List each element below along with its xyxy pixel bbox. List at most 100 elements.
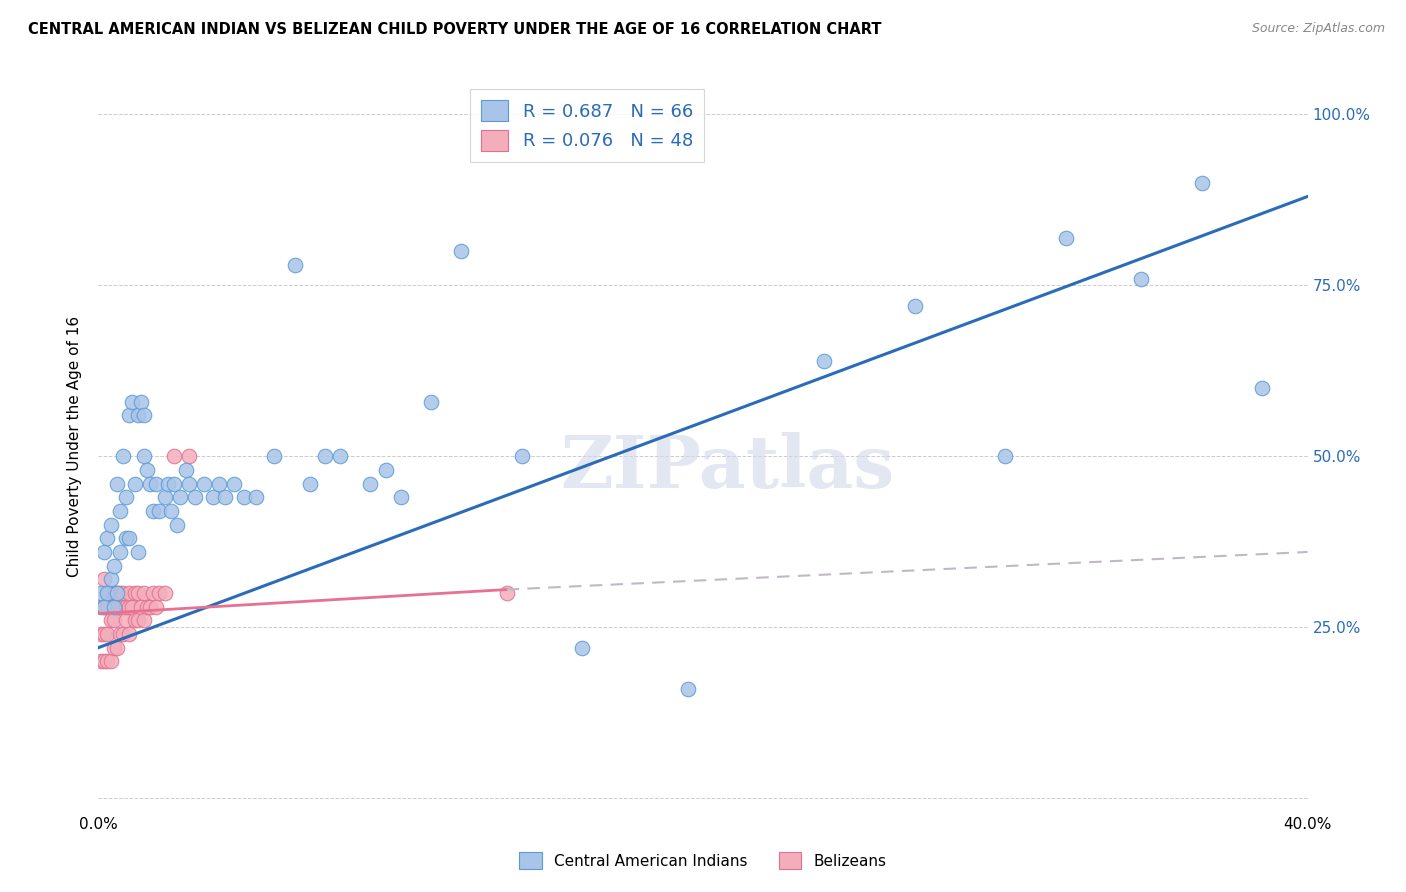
Point (108, 545, 131, 559)
Point (495, 586, 517, 600)
Point (103, 613, 125, 627)
Point (360, 476, 382, 491)
Point (96, 627, 118, 641)
Point (153, 586, 176, 600)
Point (90, 599, 112, 614)
Point (148, 504, 170, 518)
Point (103, 586, 125, 600)
Point (166, 517, 188, 532)
Point (108, 599, 131, 614)
Point (124, 586, 146, 600)
Point (139, 476, 162, 491)
Point (1251, 381, 1274, 395)
Point (135, 463, 157, 477)
Point (174, 463, 197, 477)
Point (100, 517, 122, 532)
Point (129, 394, 152, 409)
Point (208, 476, 231, 491)
Point (132, 449, 155, 463)
Legend: Central American Indians, Belizeans: Central American Indians, Belizeans (513, 846, 893, 875)
Point (571, 640, 593, 655)
Point (118, 531, 141, 545)
Point (232, 490, 254, 504)
Point (129, 599, 152, 614)
Point (904, 299, 927, 313)
Point (132, 586, 155, 600)
Point (676, 681, 699, 696)
Point (127, 545, 149, 559)
Point (127, 409, 149, 423)
Point (420, 394, 443, 409)
Y-axis label: Child Poverty Under the Age of 16: Child Poverty Under the Age of 16 (67, 316, 83, 576)
Point (100, 613, 122, 627)
Point (105, 476, 128, 491)
Point (163, 449, 186, 463)
Point (510, 449, 533, 463)
Point (121, 599, 143, 614)
Point (114, 490, 136, 504)
Point (160, 504, 183, 518)
Point (114, 599, 136, 614)
Point (100, 654, 122, 668)
Point (132, 613, 155, 627)
Point (224, 476, 246, 491)
Point (145, 476, 167, 491)
Point (169, 490, 191, 504)
Point (103, 558, 125, 573)
Text: Source: ZipAtlas.com: Source: ZipAtlas.com (1251, 22, 1385, 36)
Point (142, 586, 165, 600)
Point (179, 449, 201, 463)
Point (145, 599, 167, 614)
Point (329, 449, 352, 463)
Point (105, 599, 128, 614)
Point (108, 504, 131, 518)
Point (1054, 230, 1077, 244)
Point (1191, 176, 1213, 190)
Text: ZIPatlas: ZIPatlas (560, 433, 894, 503)
Point (156, 476, 179, 491)
Point (93, 654, 115, 668)
Point (214, 490, 236, 504)
Point (96, 654, 118, 668)
Point (299, 476, 322, 491)
Point (193, 476, 215, 491)
Point (314, 449, 336, 463)
Point (108, 627, 131, 641)
Point (450, 244, 472, 259)
Point (374, 463, 396, 477)
Point (96, 586, 118, 600)
Text: CENTRAL AMERICAN INDIAN VS BELIZEAN CHILD POVERTY UNDER THE AGE OF 16 CORRELATIO: CENTRAL AMERICAN INDIAN VS BELIZEAN CHIL… (28, 22, 882, 37)
Point (994, 449, 1017, 463)
Point (96, 531, 118, 545)
Point (93, 599, 115, 614)
Point (111, 627, 134, 641)
Point (139, 599, 162, 614)
Point (90, 627, 112, 641)
Point (142, 504, 165, 518)
Point (111, 599, 134, 614)
Point (202, 490, 225, 504)
Point (93, 627, 115, 641)
Point (148, 586, 170, 600)
Point (111, 449, 134, 463)
Point (90, 654, 112, 668)
Point (132, 409, 155, 423)
Point (96, 599, 118, 614)
Point (121, 394, 143, 409)
Point (184, 490, 207, 504)
Point (124, 476, 146, 491)
Point (118, 627, 141, 641)
Point (100, 572, 122, 586)
Point (118, 586, 141, 600)
Point (105, 586, 128, 600)
Point (127, 613, 149, 627)
Point (118, 409, 141, 423)
Point (284, 258, 307, 272)
Point (813, 353, 835, 368)
Point (118, 599, 141, 614)
Legend: R = 0.687   N = 66, R = 0.076   N = 48: R = 0.687 N = 66, R = 0.076 N = 48 (470, 89, 703, 161)
Point (179, 476, 201, 491)
Point (100, 586, 122, 600)
Point (103, 599, 125, 614)
Point (245, 490, 267, 504)
